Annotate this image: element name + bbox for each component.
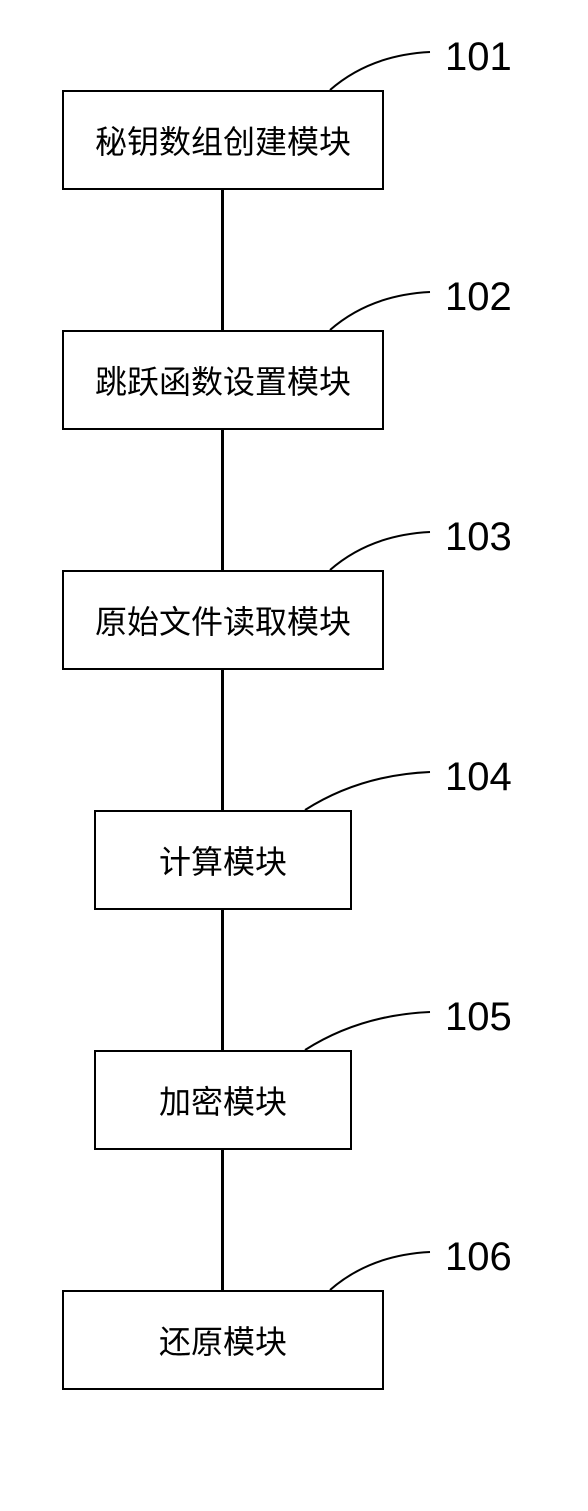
connector-4-5	[221, 910, 224, 1050]
node-calculate: 计算模块	[94, 810, 352, 910]
node-jump-function-set: 跳跃函数设置模块	[62, 330, 384, 430]
node-key-array-create: 秘钥数组创建模块	[62, 90, 384, 190]
node-encrypt: 加密模块	[94, 1050, 352, 1150]
node-restore: 还原模块	[62, 1290, 384, 1390]
node-original-file-read: 原始文件读取模块	[62, 570, 384, 670]
node-label: 计算模块	[159, 837, 287, 883]
ref-label-102: 102	[445, 275, 512, 320]
connector-2-3	[221, 430, 224, 570]
connector-5-6	[221, 1150, 224, 1290]
node-label: 跳跃函数设置模块	[95, 357, 351, 403]
connector-3-4	[221, 670, 224, 810]
ref-label-106: 106	[445, 1235, 512, 1280]
node-label: 原始文件读取模块	[95, 597, 351, 643]
node-label: 还原模块	[159, 1317, 287, 1363]
ref-label-103: 103	[445, 515, 512, 560]
node-label: 加密模块	[159, 1077, 287, 1123]
ref-label-104: 104	[445, 755, 512, 800]
ref-label-101: 101	[445, 35, 512, 80]
node-label: 秘钥数组创建模块	[95, 117, 351, 163]
flowchart-container: 秘钥数组创建模块 101 跳跃函数设置模块 102 原始文件读取模块 103 计…	[0, 0, 588, 1511]
ref-label-105: 105	[445, 995, 512, 1040]
connector-1-2	[221, 190, 224, 330]
